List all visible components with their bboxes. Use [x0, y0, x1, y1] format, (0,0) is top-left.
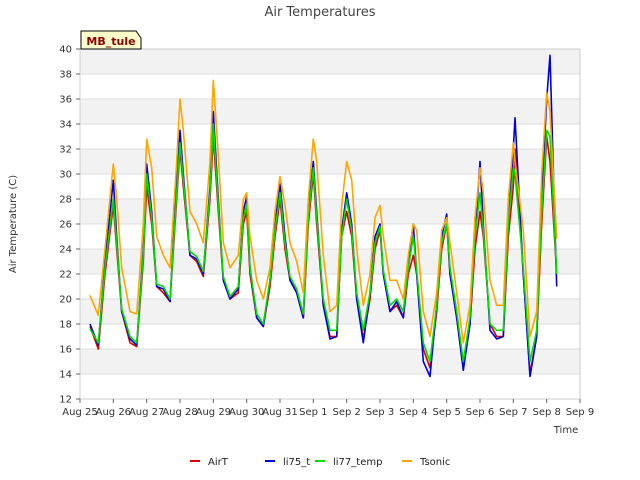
y-tick-label: 20: [59, 295, 72, 306]
x-tick-label: Sep 7: [499, 407, 527, 418]
chart-title: Air Temperatures: [264, 5, 375, 20]
y-tick-label: 12: [59, 395, 72, 406]
plot-band: [80, 224, 580, 249]
x-tick-label: Aug 28: [162, 407, 197, 418]
y-axis-title: Air Temperature (C): [8, 175, 19, 273]
x-tick-label: Aug 25: [62, 407, 97, 418]
y-tick-label: 26: [59, 220, 72, 231]
series-line-li77_temp: [89, 123, 558, 363]
series-line-tsonic: [89, 79, 558, 344]
x-tick-label: Sep 6: [466, 407, 494, 418]
site-tag-box: [80, 30, 142, 50]
plot-band: [80, 174, 580, 199]
y-tick-label: 30: [59, 170, 72, 181]
y-tick-label: 40: [59, 45, 72, 56]
plot-band: [80, 374, 580, 399]
legend-label-li77_temp: li77_temp: [333, 457, 382, 468]
x-tick-label: Sep 5: [432, 407, 460, 418]
y-tick-label: 32: [59, 145, 72, 156]
x-tick-label: Aug 29: [196, 407, 231, 418]
y-tick-label: 36: [59, 95, 72, 106]
x-tick-label: Sep 8: [532, 407, 560, 418]
y-tick-label: 34: [59, 120, 72, 131]
x-tick-label: Aug 31: [262, 407, 297, 418]
x-tick-label: Aug 27: [129, 407, 164, 418]
x-axis-title: Time: [553, 425, 578, 436]
plot-band: [80, 349, 580, 374]
plot-band: [80, 74, 580, 99]
x-tick-label: Sep 4: [399, 407, 427, 418]
y-tick-label: 18: [59, 320, 72, 331]
y-tick-label: 22: [59, 270, 72, 281]
plot-band: [80, 149, 580, 174]
plot-band: [80, 49, 580, 74]
y-tick-label: 16: [59, 345, 72, 356]
legend-label-li75_t: li75_t: [283, 457, 310, 468]
x-tick-label: Sep 2: [332, 407, 360, 418]
legend: AirT li75_t li77_temp Tsonic: [190, 457, 450, 468]
x-tick-label: Sep 9: [566, 407, 594, 418]
y-tick-label: 24: [59, 245, 72, 256]
y-tick-label: 14: [59, 370, 72, 381]
x-tick-label: Sep 3: [366, 407, 394, 418]
legend-label-airt: AirT: [208, 457, 229, 468]
y-tick-label: 38: [59, 70, 72, 81]
y-tick-label: 28: [59, 195, 72, 206]
x-tick-label: Aug 26: [96, 407, 131, 418]
plot-band: [80, 199, 580, 224]
plot-band: [80, 99, 580, 124]
site-tag-label: MB_tule: [86, 35, 135, 48]
site-tag: MB_tule: [80, 30, 142, 50]
x-tick-label: Aug 30: [229, 407, 264, 418]
y-axis-ticks: 12 14 16 18 20 22 24 26 28 30 32 34 36 38 40: [59, 45, 80, 406]
legend-label-tsonic: Tsonic: [419, 457, 450, 468]
x-tick-label: Sep 1: [299, 407, 327, 418]
plot-band: [80, 124, 580, 149]
series-lines: [89, 54, 558, 378]
